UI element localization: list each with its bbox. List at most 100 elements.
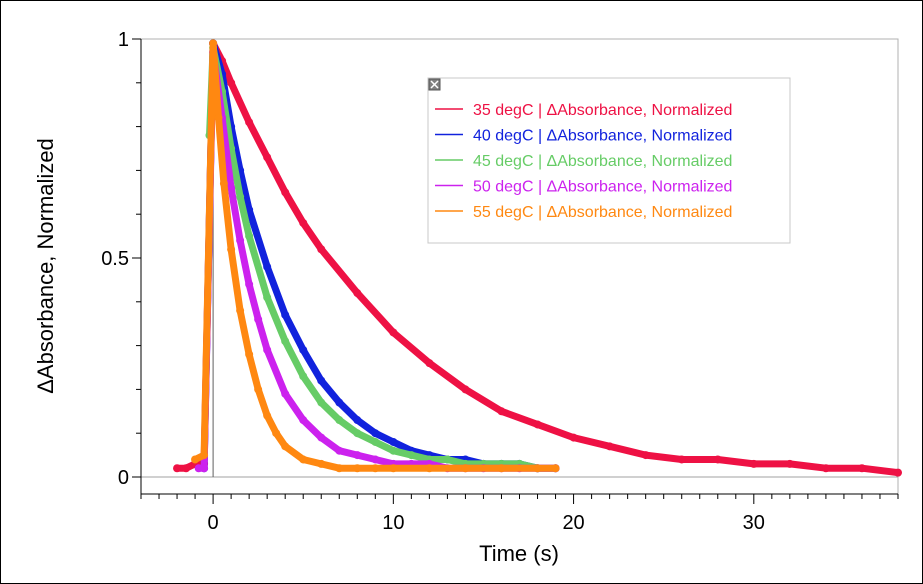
legend-item-2: 40 degC | ΔAbsorbance, Normalized [435,128,732,145]
data-point [236,306,245,315]
data-point [245,118,254,127]
data-point [353,464,362,473]
data-point [317,398,326,407]
data-point [299,455,308,464]
data-point [894,468,902,477]
data-point [263,411,272,420]
data-point [371,455,380,464]
data-point [335,464,344,473]
data-point [200,451,209,460]
axes-layer: 0 10 20 30 0 0.5 1 [101,29,899,534]
data-point [443,455,452,464]
data-point [245,280,254,289]
data-point [254,315,263,324]
legend-label: 40 degC | ΔAbsorbance, Normalized [473,128,732,145]
data-point [182,464,191,473]
data-point [173,464,182,473]
legend-item-1: 35 degC | ΔAbsorbance, Normalized [435,102,732,119]
legend-item-3: 45 degC | ΔAbsorbance, Normalized [435,153,732,170]
data-point [236,192,245,201]
data-point [214,113,223,122]
data-point [209,39,218,48]
y-axis-title: ΔAbsorbance, Normalized [33,138,58,394]
data-point [389,446,398,455]
data-point [335,398,344,407]
legend-item-4: 50 degC | ΔAbsorbance, Normalized [435,179,732,196]
data-point [605,442,614,451]
data-point [272,429,281,438]
data-point [335,416,344,425]
data-point [281,188,290,197]
data-point [677,455,686,464]
data-point [425,359,434,368]
data-point [551,464,560,473]
data-point [317,433,326,442]
data-point [191,455,200,464]
data-point [641,451,650,460]
data-point [407,451,416,460]
data-point [281,310,290,319]
data-point [353,429,362,438]
legend-close-icon[interactable] [428,78,441,91]
legend-label: 50 degC | ΔAbsorbance, Normalized [473,179,732,196]
data-point [245,350,254,359]
y-tick-label: 1 [118,29,129,51]
data-point [227,245,236,254]
x-tick-label: 20 [562,512,584,534]
data-point [219,179,228,188]
data-point [389,328,398,337]
data-point [785,459,794,468]
legend-box [427,77,791,244]
data-point [497,464,506,473]
data-point [281,337,290,346]
x-tick-label: 0 [208,512,219,534]
legend-label: 55 degC | ΔAbsorbance, Normalized [473,204,732,221]
x-tick-label: 30 [743,512,765,534]
legend-items: 35 degC | ΔAbsorbance, Normalized 40 degC… [435,102,732,221]
data-point [281,389,290,398]
data-point [299,345,308,354]
data-point [461,385,470,394]
data-point [497,407,506,416]
data-point [263,293,272,302]
data-point [299,372,308,381]
series-layer [173,39,902,477]
x-axis-title: Time (s) [479,541,559,566]
data-point [317,459,326,468]
data-point [236,236,245,245]
data-point [317,376,326,385]
legend-label: 35 degC | ΔAbsorbance, Normalized [473,102,732,119]
data-point [821,464,830,473]
data-point [353,416,362,425]
data-point [299,416,308,425]
data-point [245,232,254,241]
data-point [371,464,380,473]
x-tick-label: 10 [382,512,404,534]
y-tick-label: 0.5 [101,248,129,270]
legend-label: 45 degC | ΔAbsorbance, Normalized [473,153,732,170]
series-5 [191,39,560,473]
data-point [227,183,236,192]
data-point [281,442,290,451]
data-point [461,464,470,473]
data-point [200,464,209,473]
data-point [371,437,380,446]
data-point [263,345,272,354]
data-point [299,218,308,227]
data-point [533,420,542,429]
legend-item-5: 55 degC | ΔAbsorbance, Normalized [435,204,732,221]
data-point [425,464,434,473]
data-point [749,459,758,468]
data-point [857,464,866,473]
series-3 [205,43,542,473]
legend: 35 degC | ΔAbsorbance, Normalized 40 degC… [427,77,791,244]
data-point [263,262,272,271]
data-point [353,289,362,298]
data-point [533,464,542,473]
data-point [353,451,362,460]
data-point [389,437,398,446]
data-point [713,455,722,464]
data-point [389,464,398,473]
